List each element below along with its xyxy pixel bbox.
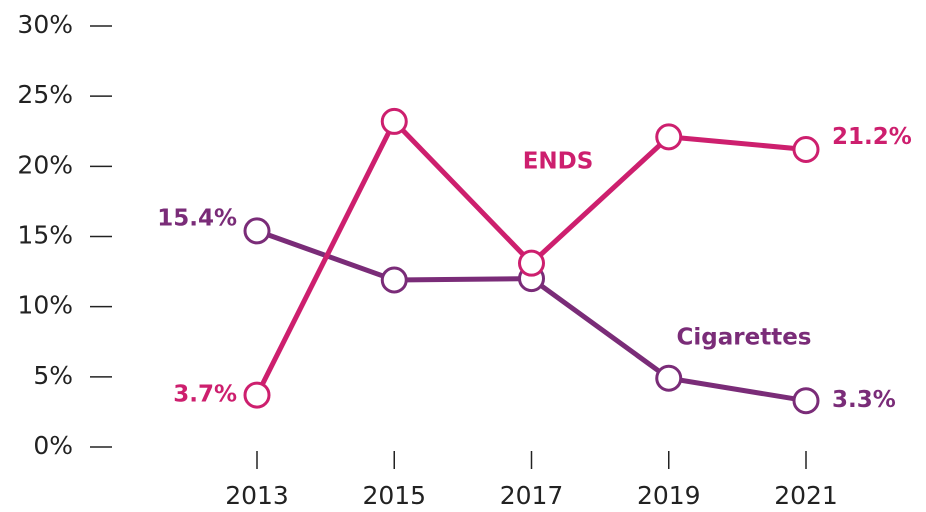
x-tick-label: 2017 [500, 481, 564, 510]
point [655, 123, 683, 151]
point [380, 266, 408, 294]
point [380, 107, 408, 135]
point [518, 249, 545, 277]
y-tick-label: 0% [33, 431, 73, 460]
value-label: 21.2% [832, 124, 912, 150]
x-tick-label: 2013 [225, 481, 289, 510]
y-tick-label: 15% [17, 221, 73, 250]
value-label: 3.7% [173, 382, 237, 408]
value-label: 15.4% [157, 205, 237, 231]
x-tick-label: 2019 [637, 481, 701, 510]
value-label: 3.3% [832, 387, 896, 413]
y-tick-label: 25% [17, 80, 73, 109]
point [243, 381, 271, 409]
point [243, 217, 271, 245]
y-tick-label: 10% [17, 291, 73, 320]
point [655, 364, 683, 392]
y-tick-label: 30% [17, 10, 73, 39]
series-label: Cigarettes [677, 325, 812, 351]
y-tick-label: 5% [33, 361, 73, 390]
x-tick-label: 2021 [774, 481, 838, 510]
x-tick-label: 2015 [362, 481, 426, 510]
point [792, 135, 820, 163]
point [792, 387, 820, 415]
series-label: ENDS [523, 149, 594, 175]
y-tick-label: 20% [17, 150, 73, 179]
